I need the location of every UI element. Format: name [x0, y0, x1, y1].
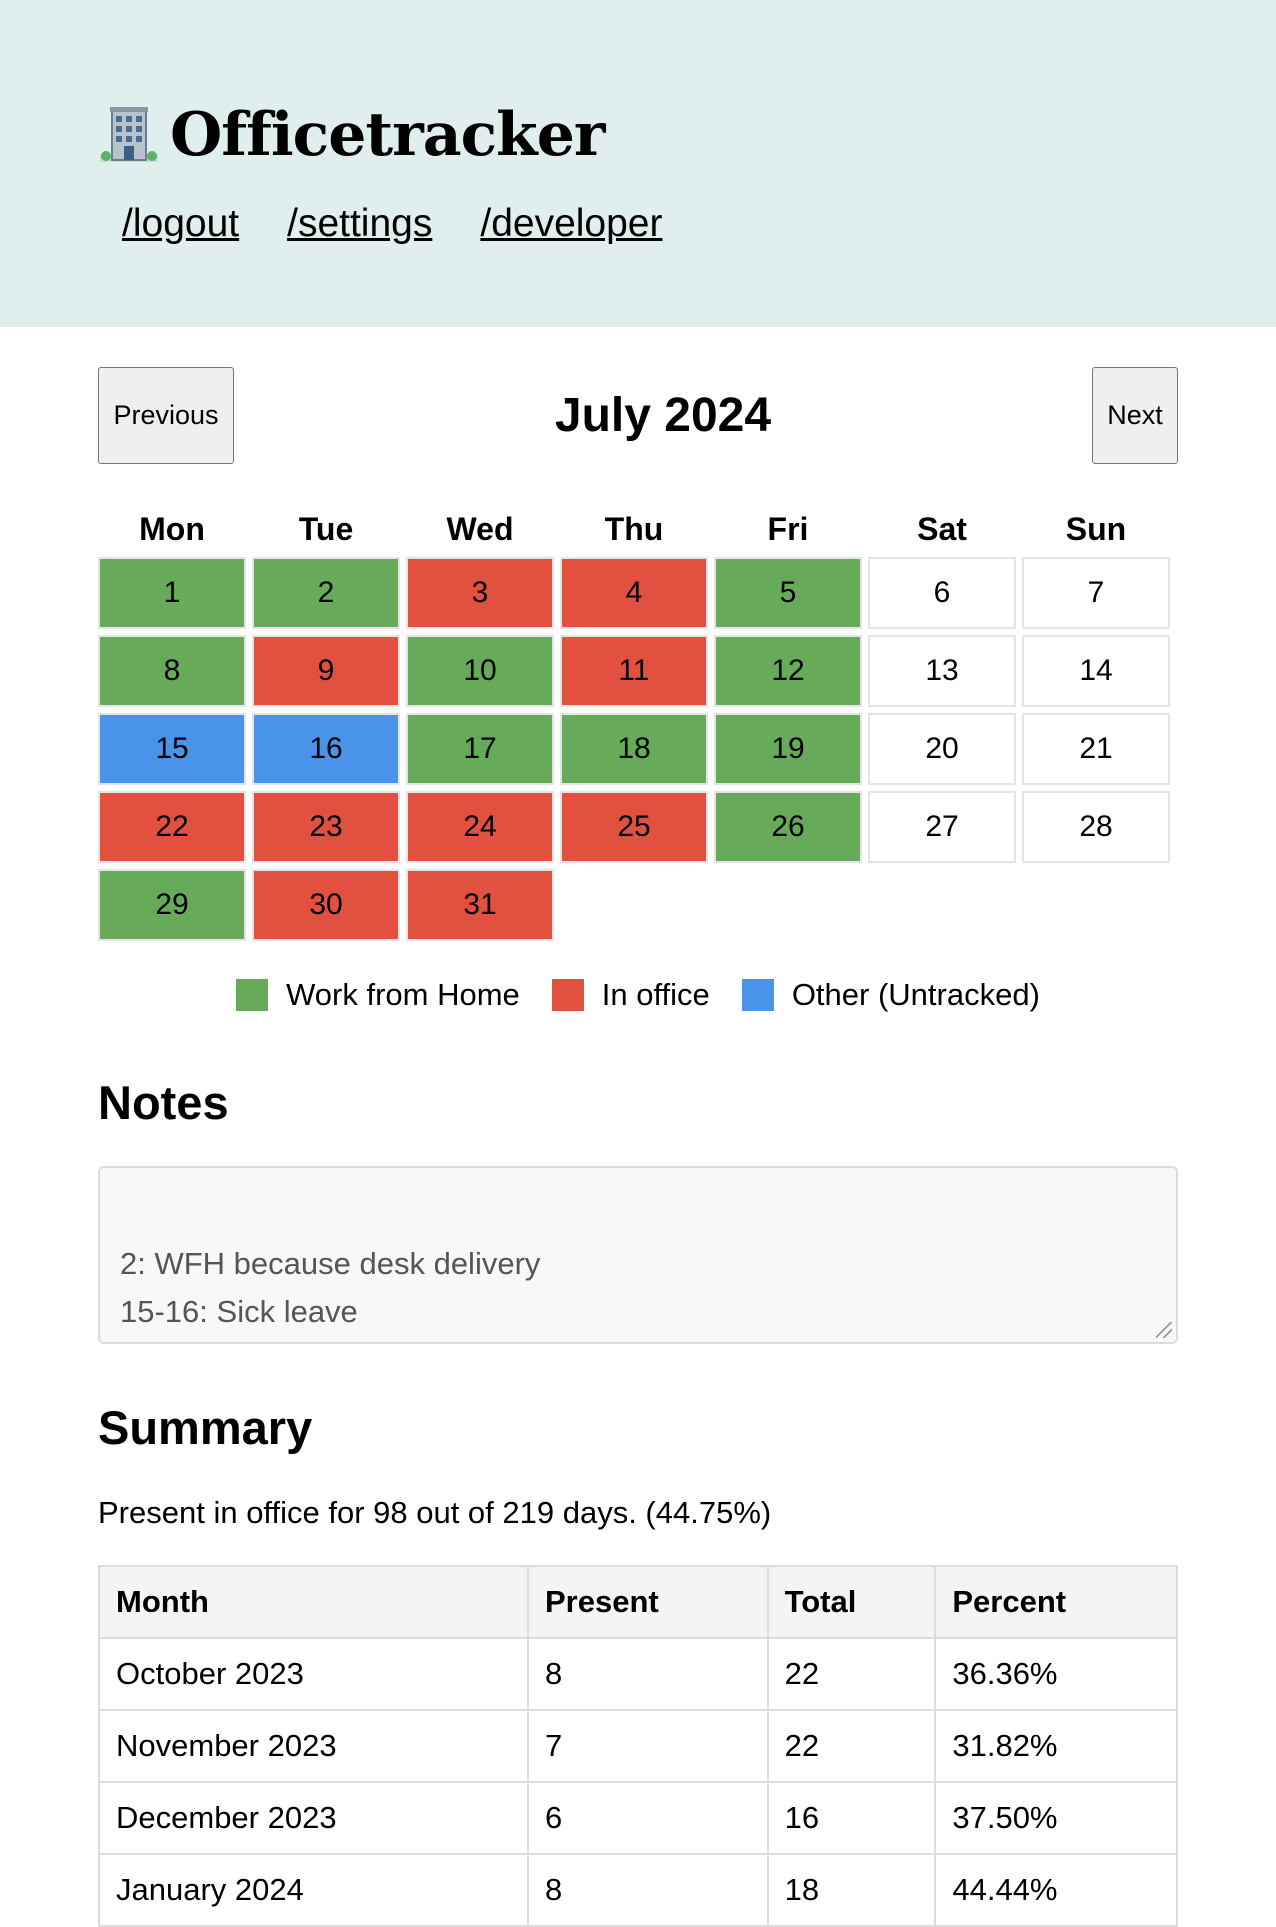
nav-logout-link[interactable]: /logout [122, 202, 240, 245]
table-row: October 2023 8 22 36.36% [98, 1637, 1178, 1711]
table-header-row: Month Present Total Percent [98, 1565, 1178, 1639]
column-header: Present [526, 1565, 769, 1639]
brand: Officetracker [98, 100, 1178, 170]
summary-text: Present in office for 98 out of 219 days… [98, 1495, 772, 1530]
table-row: November 2023 7 22 31.82% [98, 1709, 1178, 1783]
month-title: July 2024 [554, 389, 772, 442]
calendar-day[interactable]: 15 [98, 713, 246, 785]
table-cell: December 2023 [98, 1781, 529, 1855]
table-cell: 7 [526, 1709, 769, 1783]
summary-table: Month Present Total Percent October 2023 8 22… [98, 1565, 1178, 1927]
table-cell: October 2023 [98, 1637, 529, 1711]
calendar-grid: Mon Tue Wed Thu Fri Sat Sun 1 2 3 4 5 6 7 8 9 10 11 12 13 14… [98, 507, 1176, 941]
calendar-day[interactable]: 3 [406, 557, 554, 629]
calendar-day[interactable]: 31 [406, 869, 554, 941]
table-cell: 8 [526, 1637, 769, 1711]
table-cell: 31.82% [934, 1709, 1178, 1783]
table-cell: January 2024 [98, 1853, 529, 1927]
table-cell: 44.44% [934, 1853, 1178, 1927]
previous-month-button[interactable]: Previous [98, 367, 234, 464]
calendar-day[interactable]: 12 [714, 635, 862, 707]
calendar-day[interactable]: 8 [98, 635, 246, 707]
calendar-day[interactable]: 20 [868, 713, 1016, 785]
table-cell: 37.50% [934, 1781, 1178, 1855]
notes-text: 2: WFH because desk delivery 15-16: Sick… [120, 1246, 541, 1329]
calendar-day[interactable]: 18 [560, 713, 708, 785]
table-row: January 2024 8 18 44.44% [98, 1853, 1178, 1927]
notes-heading: Notes [98, 1076, 229, 1129]
weekday-header: Fri [767, 511, 809, 547]
next-month-button[interactable]: Next [1091, 367, 1178, 464]
column-header: Total [766, 1565, 937, 1639]
calendar-day[interactable]: 23 [252, 791, 400, 863]
calendar-day[interactable]: 21 [1022, 713, 1170, 785]
calendar-day[interactable]: 6 [868, 557, 1016, 629]
table-cell: 8 [526, 1853, 769, 1927]
summary-heading: Summary [98, 1401, 313, 1454]
office-building-icon [100, 107, 158, 162]
legend-swatch [551, 979, 584, 1011]
calendar-day[interactable]: 5 [714, 557, 862, 629]
app-header: Officetracker /logout /settings /develop… [0, 0, 1276, 327]
calendar-day[interactable]: 27 [868, 791, 1016, 863]
legend-item: In office [551, 977, 710, 1013]
legend-label: Work from Home [286, 977, 520, 1012]
legend-label: In office [601, 977, 710, 1012]
main-content: Previous July 2024 Next Mon Tue Wed Thu Fri S… [0, 327, 1276, 1927]
calendar-day[interactable]: 16 [252, 713, 400, 785]
weekday-header: Tue [298, 511, 354, 547]
weekday-header: Mon [139, 511, 205, 547]
notes-textarea[interactable]: 2: WFH because desk delivery 15-16: Sick… [98, 1166, 1178, 1344]
weekday-header: Thu [604, 511, 664, 547]
top-nav: /logout /settings /developer [98, 202, 1178, 246]
weekday-header: Sun [1065, 511, 1127, 547]
table-cell: 16 [766, 1781, 937, 1855]
calendar-day[interactable]: 19 [714, 713, 862, 785]
table-cell: 36.36% [934, 1637, 1178, 1711]
calendar-day[interactable]: 13 [868, 635, 1016, 707]
calendar-day[interactable]: 7 [1022, 557, 1170, 629]
column-header: Month [98, 1565, 529, 1639]
calendar-day[interactable]: 28 [1022, 791, 1170, 863]
resize-handle-icon[interactable] [1156, 1322, 1172, 1338]
calendar-day[interactable]: 25 [560, 791, 708, 863]
legend-swatch [741, 979, 774, 1011]
column-header: Percent [934, 1565, 1178, 1639]
nav-developer-link[interactable]: /developer [480, 202, 663, 245]
table-body: October 2023 8 22 36.36% November 2023 7 22 31.… [98, 1637, 1178, 1927]
legend-label: Other (Untracked) [791, 977, 1040, 1012]
calendar-day[interactable]: 9 [252, 635, 400, 707]
table-cell: 22 [766, 1709, 937, 1783]
nav-settings-link[interactable]: /settings [287, 202, 433, 245]
calendar-day[interactable]: 22 [98, 791, 246, 863]
calendar-day[interactable]: 29 [98, 869, 246, 941]
calendar-header: Previous July 2024 Next [98, 367, 1178, 464]
calendar-day[interactable]: 1 [98, 557, 246, 629]
calendar-legend: Work from Home In office Other (Untracked) [98, 977, 1178, 1013]
table-row: December 2023 6 16 37.50% [98, 1781, 1178, 1855]
weekday-header: Sat [917, 511, 967, 547]
calendar-day[interactable]: 24 [406, 791, 554, 863]
calendar-day[interactable]: 30 [252, 869, 400, 941]
table-cell: 6 [526, 1781, 769, 1855]
calendar-day[interactable]: 17 [406, 713, 554, 785]
calendar-day[interactable]: 2 [252, 557, 400, 629]
calendar-day[interactable]: 10 [406, 635, 554, 707]
table-cell: 22 [766, 1637, 937, 1711]
legend-item: Other (Untracked) [741, 977, 1040, 1013]
calendar-day[interactable]: 26 [714, 791, 862, 863]
table-cell: 18 [766, 1853, 937, 1927]
weekday-header: Wed [446, 511, 514, 547]
calendar-day[interactable]: 11 [560, 635, 708, 707]
calendar-day[interactable]: 14 [1022, 635, 1170, 707]
app-title: Officetracker [170, 100, 605, 170]
legend-item: Work from Home [236, 977, 520, 1013]
legend-swatch [236, 979, 269, 1011]
table-cell: November 2023 [98, 1709, 529, 1783]
calendar-day[interactable]: 4 [560, 557, 708, 629]
